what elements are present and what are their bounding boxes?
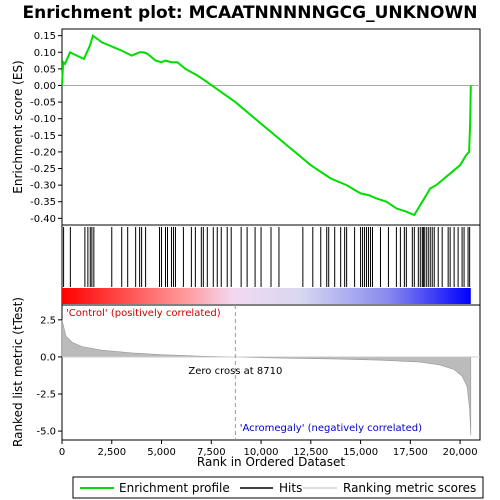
x-tick-label: 15,000 [343, 447, 378, 458]
es-y-tick-label: 0.00 [34, 81, 56, 92]
x-tick-label: 20,000 [443, 447, 478, 458]
metric-area [61, 319, 480, 436]
metric-y-tick-label: 2.5 [40, 315, 56, 326]
zero-cross-label: Zero cross at 8710 [188, 366, 282, 377]
x-ticks: 0 2,500 5,000 7,500 10,000 12,500 15,000 17,500… [59, 440, 478, 458]
x-tick-label: 2,500 [97, 447, 126, 458]
rank-gradient-bar [62, 288, 471, 304]
x-tick-label: 12,500 [293, 447, 328, 458]
x-tick-label: 10,000 [244, 447, 279, 458]
legend-profile-label: Enrichment profile [119, 481, 230, 495]
x-axis-label: Rank in Ordered Dataset [197, 455, 345, 469]
negative-label: 'Acromegaly' (negatively correlated) [240, 423, 422, 434]
x-tick-label: 5,000 [147, 447, 176, 458]
chart-title: Enrichment plot: MCAATNNNNNGCG_UNKNOWN [23, 3, 478, 23]
es-y-tick-label: -0.10 [30, 114, 56, 125]
metric-fill [61, 319, 472, 436]
metric-y-tick-label: -5.0 [36, 427, 56, 438]
es-y-tick-label: -0.25 [30, 164, 56, 175]
es-y-tick-label: -0.05 [30, 98, 56, 109]
metric-y-tick-label: -2.5 [36, 390, 56, 401]
es-y-tick-label: 0.05 [34, 64, 56, 75]
es-panel [61, 28, 481, 226]
es-y-axis-label: Enrichment score (ES) [11, 60, 25, 193]
es-profile-curve [61, 33, 472, 217]
positive-label: 'Control' (positively correlated) [66, 308, 221, 319]
legend-hits-label: Hits [279, 481, 302, 495]
metric-y-tick-label: 0.0 [40, 352, 56, 363]
es-y-tick-label: -0.35 [30, 197, 56, 208]
legend-box [72, 476, 484, 499]
metric-panel [61, 304, 481, 441]
es-y-tick-label: -0.30 [30, 181, 56, 192]
es-profile-line [61, 33, 472, 217]
hit-marks [63, 227, 471, 287]
es-y-tick-label: -0.15 [30, 131, 56, 142]
es-y-tick-label: 0.10 [34, 48, 56, 59]
x-tick-label: 7,500 [197, 447, 226, 458]
es-y-ticks: 0.15 0.10 0.05 0.00 -0.05 -0.10 -0.15 -0.20 -0.2… [30, 31, 62, 225]
es-y-tick-label: -0.20 [30, 147, 56, 158]
metric-y-ticks: 2.5 0.0 -2.5 -5.0 [36, 315, 62, 438]
es-y-tick-label: -0.40 [30, 214, 56, 225]
x-tick-label: 0 [59, 447, 65, 458]
es-y-tick-label: 0.15 [34, 31, 56, 42]
legend-metric-label: Ranking metric scores [343, 481, 476, 495]
metric-y-axis-label: Ranked list metric (tTest) [11, 297, 25, 447]
x-tick-label: 17,500 [393, 447, 428, 458]
